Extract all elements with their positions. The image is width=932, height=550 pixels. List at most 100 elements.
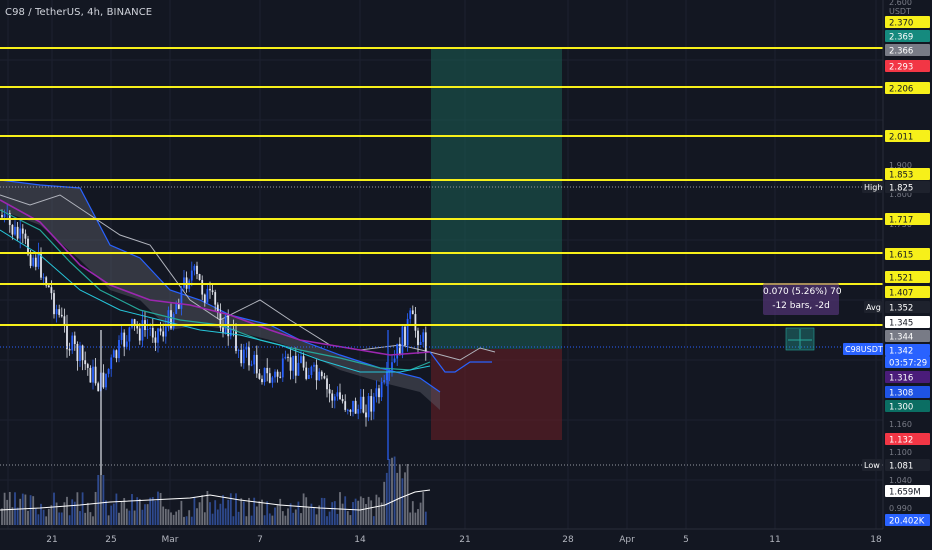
loss-zone <box>431 349 562 440</box>
candle-body <box>37 252 40 267</box>
candle-body <box>380 382 383 398</box>
volume-bar <box>58 512 61 525</box>
candle-body <box>68 349 71 351</box>
candle-body <box>307 374 310 379</box>
volume-bar <box>27 510 29 525</box>
volume-bar <box>344 496 347 525</box>
candle-body <box>245 346 248 350</box>
price-tag <box>862 181 882 193</box>
price-tag-label: High <box>864 183 882 192</box>
volume-bar <box>118 512 120 525</box>
volume-bar <box>131 494 133 525</box>
volume-bar <box>274 507 276 525</box>
volume-bar <box>310 503 313 525</box>
volume-bar <box>60 512 63 525</box>
price-marker <box>885 330 930 342</box>
price-tick-label: 0.990 <box>889 504 912 513</box>
volume-bar <box>232 516 235 525</box>
volume-bar <box>203 512 206 525</box>
candle-body <box>268 373 271 383</box>
volume-bar <box>8 491 11 525</box>
volume-bar <box>144 504 146 525</box>
price-marker-label: 1.659M <box>889 488 921 498</box>
volume-bar <box>313 507 315 525</box>
candle-body <box>86 364 89 368</box>
candle-body <box>154 337 157 343</box>
candle-body <box>404 326 406 346</box>
price-marker-label: 1.308 <box>889 389 913 399</box>
candle-body <box>193 265 196 271</box>
volume-bar <box>164 508 167 525</box>
volume-bar <box>300 513 302 525</box>
volume-bar <box>255 506 258 525</box>
candle-body <box>279 376 282 378</box>
candle-body <box>196 265 198 275</box>
candle-body <box>40 252 42 278</box>
candle-body <box>375 388 378 397</box>
candle-body <box>151 327 154 338</box>
price-marker <box>885 286 930 298</box>
candle-body <box>409 310 412 319</box>
price-tag <box>864 301 882 313</box>
time-axis-label: Mar <box>162 535 179 545</box>
volume-bar <box>193 496 196 525</box>
volume-bar <box>287 508 289 525</box>
profit-zone <box>431 48 562 349</box>
volume-bar <box>81 492 84 525</box>
candle-body <box>318 371 321 381</box>
volume-bar <box>151 497 154 525</box>
price-marker <box>885 433 930 445</box>
candle-body <box>284 356 287 359</box>
candle-body <box>125 341 128 347</box>
volume-bar <box>281 511 284 525</box>
volume-bar <box>157 491 159 525</box>
candle-body <box>183 277 185 288</box>
candle-body <box>216 304 219 313</box>
volume-bar <box>133 510 136 525</box>
price-tick-label: 1.900 <box>889 161 912 170</box>
candle-body <box>60 314 63 317</box>
volume-bar <box>45 516 48 525</box>
volume-bar <box>318 505 321 525</box>
price-marker-label: 2.293 <box>889 63 913 73</box>
candle-body <box>242 349 245 364</box>
volume-bar <box>357 500 360 525</box>
volume-bar <box>68 515 71 525</box>
volume-bar <box>341 503 344 525</box>
price-marker <box>885 30 930 42</box>
volume-bar <box>172 514 175 525</box>
time-axis-label: 7 <box>257 535 263 545</box>
candle-body <box>47 285 50 288</box>
symbol-title[interactable]: C98 / TetherUS, 4h, BINANCE <box>5 7 153 18</box>
candle-body <box>84 360 87 365</box>
price-marker <box>885 459 930 471</box>
candle-body <box>255 354 258 374</box>
candle-body <box>287 356 289 358</box>
volume-bar <box>89 512 92 525</box>
candle-body <box>1 215 3 218</box>
candle-body <box>341 398 344 402</box>
candle-body <box>115 350 118 359</box>
candle-body <box>63 316 66 325</box>
price-marker <box>885 16 930 28</box>
price-marker-label: 1.521 <box>889 274 913 284</box>
candle-body <box>66 324 68 350</box>
volume-bar <box>331 502 334 525</box>
candle-body <box>118 340 120 359</box>
volume-bar <box>375 494 378 525</box>
volume-bar <box>370 500 373 525</box>
volume-bar <box>66 496 68 525</box>
candle-body <box>34 257 37 267</box>
candle-body <box>388 370 391 372</box>
volume-bar <box>50 505 53 525</box>
volume-bar <box>209 502 211 525</box>
price-marker-label: 2.206 <box>889 85 913 95</box>
volume-bar <box>235 493 237 525</box>
candle-body <box>131 319 133 328</box>
price-tick-label: 1.160 <box>889 420 912 429</box>
candle-body <box>367 396 370 418</box>
candle-body <box>32 257 35 266</box>
volume-bar <box>128 510 131 525</box>
